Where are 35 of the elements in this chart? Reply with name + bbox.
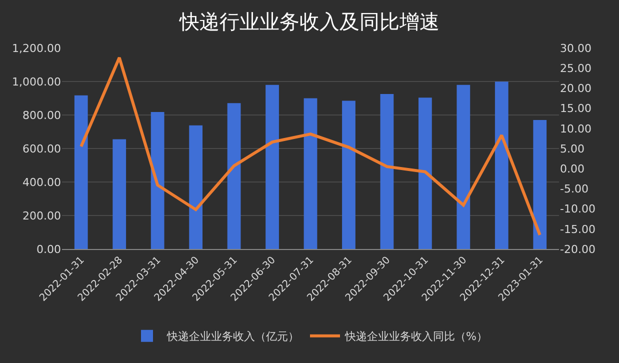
y-tick-label: 800.00 — [22, 108, 61, 122]
bar — [112, 139, 126, 249]
y2-tick-label: 0.00 — [560, 162, 584, 176]
bar — [418, 98, 432, 249]
bar — [304, 98, 318, 249]
y-tick-label: 200.00 — [22, 209, 61, 222]
bar — [227, 103, 241, 249]
y-tick-label: 0.00 — [36, 242, 61, 256]
y2-tick-label: -15.00 — [560, 222, 596, 236]
y2-tick-label: 20.00 — [560, 82, 592, 96]
bar — [380, 94, 394, 249]
y2-tick-label: 30.00 — [560, 42, 592, 55]
bar — [494, 82, 508, 249]
y-tick-label: 400.00 — [22, 176, 61, 189]
bar — [533, 120, 547, 249]
chart-title: 快递行业业务收入及同比增速 — [178, 10, 440, 34]
bar — [74, 95, 88, 249]
y2-tick-label: 5.00 — [560, 142, 584, 156]
legend-label: 快递企业业务收入同比（%） — [344, 330, 488, 344]
bar — [342, 100, 356, 249]
y-tick-label: 1,200.00 — [12, 42, 61, 55]
line-series — [80, 56, 542, 236]
y2-tick-label: 25.00 — [560, 62, 592, 75]
y-tick-label: 1,000.00 — [12, 75, 61, 88]
y2-tick-label: 10.00 — [560, 122, 592, 136]
legend-label: 快递企业业务收入（亿元） — [166, 330, 299, 344]
y2-tick-label: -20.00 — [560, 242, 596, 256]
y2-tick-label: -5.00 — [560, 182, 588, 196]
bar — [266, 84, 279, 249]
y2-tick-label: -10.00 — [560, 202, 596, 216]
y-tick-label: 600.00 — [22, 142, 61, 156]
y2-tick-label: 15.00 — [560, 102, 592, 116]
bar — [456, 84, 470, 249]
bar — [150, 112, 164, 249]
bar — [189, 125, 202, 249]
